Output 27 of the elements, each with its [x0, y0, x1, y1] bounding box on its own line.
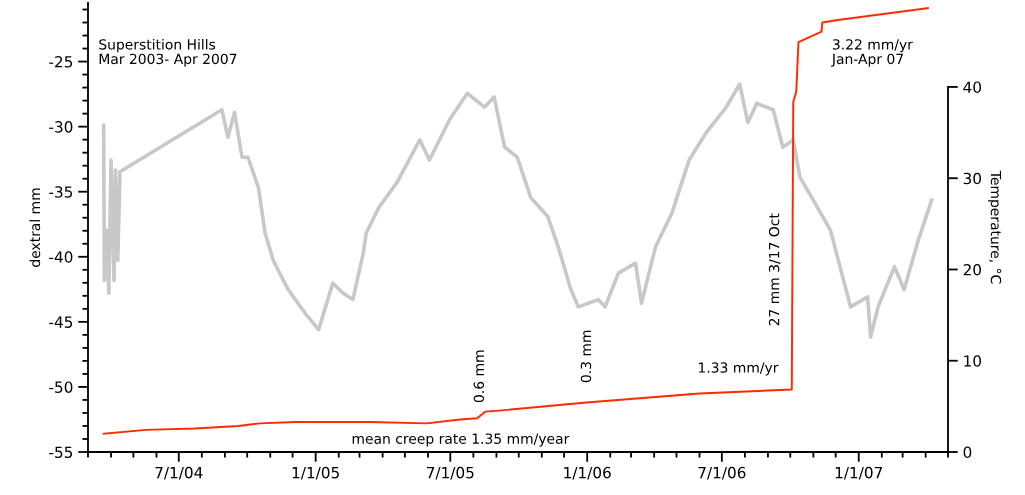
y2-tick-label: 40	[963, 81, 982, 93]
y-tick-label: -40	[49, 251, 73, 263]
annotation: 0.3 mm	[580, 330, 592, 383]
x-tick-label: 1/1/06	[564, 466, 611, 480]
x-tick-label: 7/1/06	[698, 466, 746, 480]
annotation: 0.6 mm	[473, 350, 485, 403]
annotation: 3.22 mm/yr Jan-Apr 07	[831, 39, 913, 67]
y-axis-title: dextral mm	[29, 188, 41, 267]
y-tick-label: -45	[49, 316, 73, 328]
y-tick-label: -25	[49, 56, 73, 68]
annotation: Superstition Hills Mar 2003- Apr 2007	[99, 38, 237, 67]
y2-tick-label: 10	[964, 355, 982, 367]
x-tick-label: 7/1/04	[155, 466, 203, 480]
annotation: 27 mm 3/17 Oct	[768, 213, 781, 326]
y-tick-label: -55	[49, 446, 73, 459]
y2-tick-label: 20	[963, 263, 982, 276]
y-tick-label: -35	[49, 186, 73, 198]
annotation: mean creep rate 1.35 mm/year	[352, 433, 570, 447]
x-tick-label: 7/1/05	[426, 466, 474, 480]
y2-axis-title: Temperature, °C	[988, 170, 1002, 284]
x-tick-label: 1/1/07	[835, 466, 883, 480]
annotation: 1.33 mm/yr	[698, 362, 779, 376]
y2-tick-label: 0	[963, 446, 972, 459]
y2-tick-label: 30	[963, 172, 982, 185]
y-tick-label: -30	[49, 121, 73, 133]
y-tick-label: -50	[49, 381, 73, 393]
x-tick-label: 1/1/05	[292, 466, 339, 480]
